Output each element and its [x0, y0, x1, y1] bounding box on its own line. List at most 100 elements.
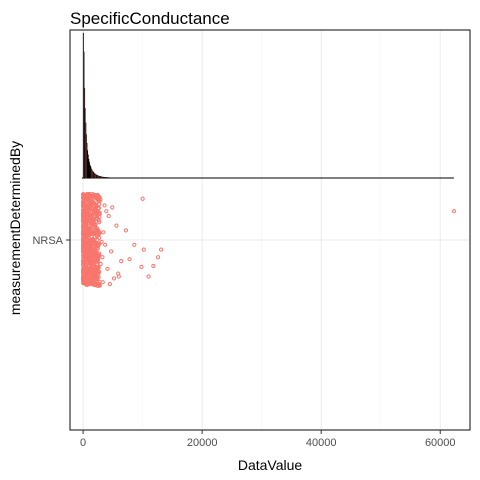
x-tick-label: 0	[80, 437, 86, 449]
data-point	[105, 266, 110, 271]
data-point	[87, 218, 92, 224]
data-point	[104, 209, 109, 214]
data-point	[87, 243, 93, 248]
axes: 0 20000 40000 60000 NRSA	[32, 29, 471, 449]
data-point	[87, 266, 92, 271]
data-point	[81, 231, 86, 236]
data-point	[119, 259, 124, 264]
data-points	[80, 191, 457, 289]
data-point	[97, 202, 102, 207]
data-point	[81, 221, 86, 226]
data-point	[81, 246, 86, 251]
data-point	[116, 271, 121, 276]
data-point	[81, 237, 86, 242]
data-point	[100, 255, 105, 260]
data-point	[89, 213, 95, 218]
y-axis-title: measurementDeterminedBy	[7, 141, 23, 315]
data-point	[96, 232, 101, 237]
data-point	[89, 200, 95, 205]
data-point	[93, 277, 99, 282]
data-point	[139, 264, 144, 269]
data-point	[95, 214, 100, 219]
data-point	[88, 247, 93, 252]
data-point	[127, 257, 132, 262]
data-point	[87, 228, 92, 233]
data-point	[103, 242, 108, 247]
data-point	[83, 262, 88, 268]
data-point	[82, 280, 87, 286]
panel-border	[69, 29, 471, 431]
data-point	[93, 248, 98, 254]
data-point	[141, 247, 146, 252]
data-point	[92, 230, 97, 235]
data-point	[99, 239, 104, 245]
data-point	[106, 213, 111, 219]
data-point	[85, 275, 90, 281]
data-point	[110, 205, 115, 210]
data-point	[155, 255, 161, 260]
data-point	[83, 251, 88, 256]
data-point	[81, 271, 86, 276]
data-point	[96, 282, 102, 287]
data-point	[111, 276, 117, 281]
marginal-histogram	[81, 32, 454, 179]
data-point	[94, 194, 99, 199]
data-point	[81, 192, 86, 197]
data-point	[81, 258, 86, 263]
data-point	[94, 212, 99, 217]
data-point	[82, 215, 87, 220]
data-point	[91, 217, 96, 222]
data-point	[81, 202, 87, 207]
data-point	[92, 264, 97, 270]
data-point	[89, 223, 94, 228]
data-point	[97, 214, 102, 220]
data-point	[94, 204, 99, 210]
data-point	[89, 276, 94, 282]
data-point	[92, 208, 97, 214]
data-point	[91, 257, 97, 262]
data-point	[108, 249, 114, 254]
data-point	[83, 261, 88, 266]
x-axis-title: DataValue	[238, 457, 303, 473]
data-point	[95, 228, 100, 233]
data-point	[87, 238, 92, 244]
x-tick-label: 60000	[425, 437, 456, 449]
data-point	[93, 240, 99, 245]
data-point	[98, 197, 103, 202]
data-point	[158, 247, 164, 252]
data-point	[85, 219, 90, 224]
data-point	[98, 261, 103, 267]
data-point	[97, 269, 102, 274]
data-point	[87, 282, 92, 287]
data-point	[83, 240, 88, 245]
data-point	[93, 253, 98, 258]
data-point	[91, 260, 96, 265]
data-point	[146, 274, 151, 279]
data-point	[451, 209, 457, 214]
data-point	[123, 228, 129, 233]
x-tick-label: 20000	[187, 437, 218, 449]
data-point	[93, 224, 98, 229]
data-point	[95, 246, 100, 251]
data-point	[85, 270, 90, 276]
data-point	[140, 196, 145, 201]
data-point	[90, 253, 96, 258]
data-point	[85, 196, 90, 202]
data-point	[151, 263, 156, 269]
data-point	[92, 282, 97, 288]
data-point	[96, 220, 102, 225]
data-point	[81, 277, 86, 282]
data-point	[102, 203, 107, 208]
data-point	[90, 191, 95, 197]
data-point	[114, 223, 119, 228]
data-point	[92, 237, 97, 242]
chart-title: SpecificConductance	[70, 9, 230, 28]
data-point	[107, 282, 112, 287]
x-tick-label: 40000	[306, 437, 337, 449]
data-point	[100, 280, 105, 285]
data-point	[81, 210, 86, 215]
data-point	[101, 230, 106, 235]
y-tick-label: NRSA	[32, 235, 63, 247]
data-point	[132, 242, 137, 247]
